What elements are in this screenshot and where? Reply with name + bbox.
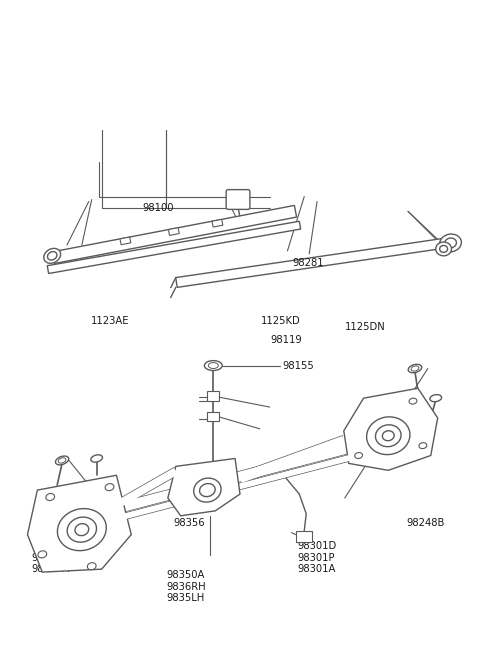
Text: 1125DN: 1125DN [344, 322, 385, 333]
Polygon shape [47, 221, 300, 274]
Polygon shape [111, 453, 360, 523]
Text: 1125KD: 1125KD [261, 316, 301, 326]
Polygon shape [110, 441, 360, 515]
Ellipse shape [48, 252, 57, 260]
Polygon shape [168, 458, 240, 515]
Text: 98100: 98100 [143, 203, 174, 213]
Polygon shape [168, 228, 179, 235]
Text: 98301D
98301P
98301A: 98301D 98301P 98301A [297, 541, 336, 574]
Ellipse shape [444, 238, 456, 248]
Ellipse shape [56, 456, 69, 465]
Ellipse shape [383, 431, 394, 441]
Ellipse shape [46, 493, 55, 500]
Polygon shape [52, 206, 297, 263]
Ellipse shape [58, 508, 106, 551]
Polygon shape [176, 238, 447, 288]
Text: 98281: 98281 [292, 258, 324, 268]
Polygon shape [120, 237, 131, 245]
Polygon shape [238, 436, 346, 483]
Text: 98350A
9836RH
9835LH: 98350A 9836RH 9835LH [167, 571, 206, 603]
Ellipse shape [204, 361, 222, 371]
Ellipse shape [409, 398, 417, 404]
Ellipse shape [355, 453, 362, 458]
Ellipse shape [91, 455, 102, 462]
Ellipse shape [375, 425, 401, 447]
Bar [296, 531, 312, 542]
Polygon shape [212, 219, 223, 227]
Ellipse shape [200, 483, 215, 496]
Text: 98351
98361
98305A: 98351 98361 98305A [31, 541, 70, 574]
Polygon shape [344, 388, 438, 470]
Text: 98119: 98119 [271, 335, 302, 345]
Polygon shape [27, 476, 131, 572]
Bar [207, 412, 219, 421]
Ellipse shape [44, 248, 60, 263]
Text: 98155: 98155 [283, 362, 314, 371]
Ellipse shape [38, 551, 47, 558]
Ellipse shape [75, 523, 89, 536]
Ellipse shape [193, 478, 221, 502]
Ellipse shape [440, 246, 447, 252]
Ellipse shape [87, 563, 96, 570]
Ellipse shape [436, 242, 452, 256]
Ellipse shape [411, 366, 419, 371]
Text: 1123AE: 1123AE [91, 316, 129, 326]
Ellipse shape [430, 394, 442, 402]
Ellipse shape [440, 234, 461, 252]
Polygon shape [111, 468, 178, 510]
Ellipse shape [67, 517, 96, 542]
Ellipse shape [105, 483, 114, 491]
Ellipse shape [408, 364, 422, 373]
Ellipse shape [208, 363, 218, 369]
FancyBboxPatch shape [226, 189, 250, 210]
Ellipse shape [58, 458, 66, 463]
Ellipse shape [419, 443, 427, 449]
Ellipse shape [367, 417, 410, 455]
Text: 98248B: 98248B [406, 519, 444, 529]
Bar [207, 391, 219, 401]
Text: 98356: 98356 [174, 519, 205, 529]
